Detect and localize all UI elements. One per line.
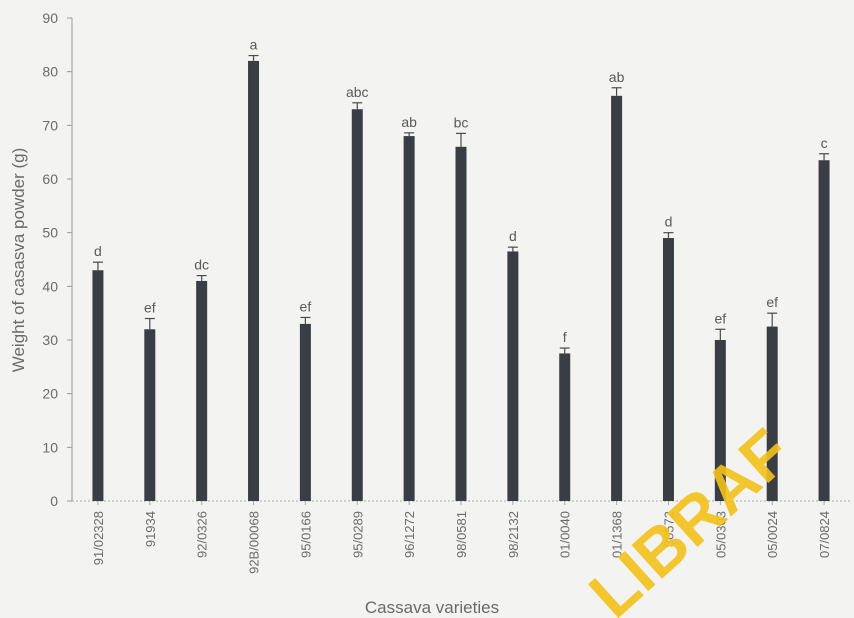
bar: [818, 160, 830, 501]
y-tick-label: 20: [42, 386, 58, 402]
y-tick-label: 30: [42, 332, 58, 348]
significance-label: d: [665, 214, 673, 230]
significance-label: ef: [766, 294, 778, 310]
significance-label: d: [509, 228, 517, 244]
x-tick-label: 95/0166: [298, 511, 313, 558]
x-tick-label: 07/0824: [817, 511, 832, 558]
significance-label: abc: [346, 84, 369, 100]
significance-label: ef: [300, 298, 312, 314]
bar: [403, 136, 415, 502]
bar: [559, 353, 571, 501]
bar: [299, 323, 311, 501]
y-tick-label: 50: [42, 225, 58, 241]
x-tick-label: 98/0581: [454, 511, 469, 558]
significance-label: d: [94, 243, 102, 259]
x-tick-label: 95/0289: [350, 511, 365, 558]
x-tick-label: 01/0040: [558, 511, 573, 558]
x-tick-label: 91934: [143, 511, 158, 547]
significance-label: ab: [401, 114, 417, 130]
y-tick-label: 10: [42, 439, 58, 455]
bar: [507, 251, 519, 501]
bar: [611, 95, 623, 502]
bar: [662, 238, 674, 502]
significance-label: a: [250, 37, 258, 53]
significance-label: ab: [609, 69, 625, 85]
significance-label: bc: [454, 114, 469, 130]
bar: [714, 340, 726, 501]
bar: [351, 109, 363, 501]
y-tick-label: 0: [50, 493, 58, 509]
y-tick-label: 80: [42, 64, 58, 80]
y-tick-label: 40: [42, 278, 58, 294]
bar: [196, 280, 208, 501]
significance-label: ef: [714, 310, 726, 326]
significance-label: ef: [144, 300, 156, 316]
axes: 0 10 20 30 40 50 60 70 80 90: [42, 10, 850, 509]
bars: d91/02328ef91934dc92/0326a92B/00068ef95/…: [91, 37, 832, 574]
y-tick-label: 90: [42, 10, 58, 26]
significance-label: c: [821, 135, 828, 151]
x-tick-label: 92B/00068: [247, 511, 262, 574]
significance-label: dc: [194, 257, 209, 273]
x-tick-label: 05/0303: [713, 511, 728, 558]
y-tick-label: 60: [42, 171, 58, 187]
x-tick-label: 01/1368: [610, 511, 625, 558]
bar: [766, 326, 778, 501]
bar: [455, 146, 467, 502]
bar: [92, 270, 104, 501]
x-axis-title: Cassava varieties: [365, 598, 499, 617]
x-tick-label: 30572: [661, 511, 676, 547]
x-tick-label: 92/0326: [195, 511, 210, 558]
significance-label: f: [563, 329, 567, 345]
bar: [248, 60, 260, 501]
y-tick-label: 70: [42, 117, 58, 133]
x-tick-label: 91/02328: [91, 511, 106, 565]
x-tick-label: 96/1272: [402, 511, 417, 558]
x-tick-label: 05/0024: [765, 511, 780, 558]
bar: [144, 329, 156, 501]
x-tick-label: 98/2132: [506, 511, 521, 558]
y-axis-title: Weight of casasva powder (g): [9, 148, 28, 373]
